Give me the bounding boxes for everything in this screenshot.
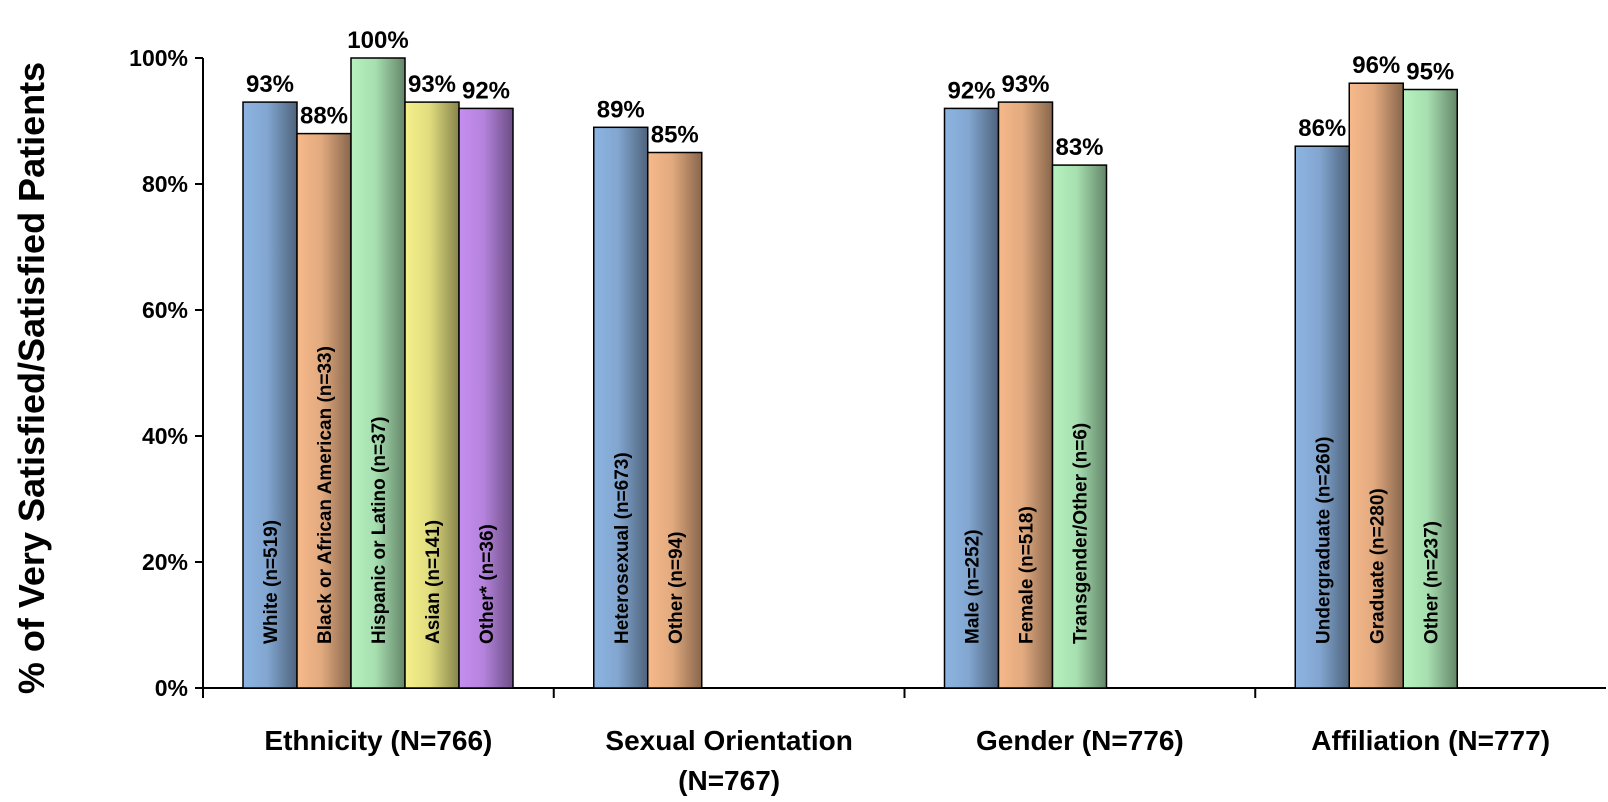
bar-category-label: Other (n=94) — [666, 532, 687, 644]
bar-category-label: White (n=519) — [261, 520, 282, 644]
bar-category-label: Male (n=252) — [963, 529, 984, 644]
bar-category-label: Black or African American (n=33) — [315, 346, 336, 644]
bar-value-label: 93% — [1001, 71, 1049, 98]
bar — [647, 151, 703, 689]
bar-value-label: 93% — [408, 71, 456, 98]
x-group-label: Sexual Orientation — [605, 725, 852, 756]
bar-value-label: 92% — [947, 77, 995, 104]
bar-value-label: 100% — [347, 27, 408, 54]
y-tick-label: 100% — [129, 45, 188, 71]
x-group-label: Gender (N=776) — [976, 725, 1184, 756]
bar-value-label: 92% — [462, 77, 510, 104]
bar — [1402, 88, 1458, 689]
x-group-label: Affiliation (N=777) — [1311, 725, 1550, 756]
bar — [593, 126, 649, 689]
bar — [1051, 164, 1108, 689]
bar-value-label: 86% — [1298, 115, 1346, 142]
bar-category-label: Transgender/Other (n=6) — [1071, 423, 1092, 644]
bar-value-label: 89% — [597, 96, 645, 123]
bar-category-label: Graduate (n=280) — [1367, 488, 1388, 644]
bar — [458, 107, 514, 689]
bar-value-label: 93% — [246, 71, 294, 98]
bar-category-label: Other (n=237) — [1421, 521, 1442, 644]
bar — [296, 132, 352, 689]
y-tick-label: 80% — [142, 171, 188, 197]
y-tick-label: 20% — [142, 549, 188, 575]
bar — [350, 57, 406, 689]
bar-category-label: Hispanic or Latino (n=37) — [369, 416, 390, 644]
bar-value-label: 83% — [1055, 134, 1103, 161]
y-axis-title: % of Very Satisfied/Satisfied Patients — [11, 62, 52, 694]
bar-category-label: Undergraduate (n=260) — [1313, 437, 1334, 644]
bar-category-label: Female (n=518) — [1017, 506, 1038, 644]
y-tick-label: 0% — [155, 675, 188, 701]
bar-value-label: 85% — [651, 122, 699, 149]
bar — [1348, 82, 1404, 689]
bar-category-label: Heterosexual (n=673) — [612, 452, 633, 644]
bar-category-label: Other* (n=36) — [477, 524, 498, 644]
bar — [242, 101, 298, 689]
bar-value-label: 96% — [1352, 52, 1400, 79]
y-tick-label: 40% — [142, 423, 188, 449]
bar — [404, 101, 460, 689]
bar — [1294, 145, 1350, 689]
x-group-label: Ethnicity (N=766) — [264, 725, 492, 756]
bar-category-label: Asian (n=141) — [423, 520, 444, 644]
x-group-label: (N=767) — [678, 765, 780, 796]
y-tick-label: 60% — [142, 297, 188, 323]
bar-value-label: 88% — [300, 103, 348, 130]
bar-value-label: 95% — [1406, 59, 1454, 86]
bar — [997, 101, 1054, 689]
